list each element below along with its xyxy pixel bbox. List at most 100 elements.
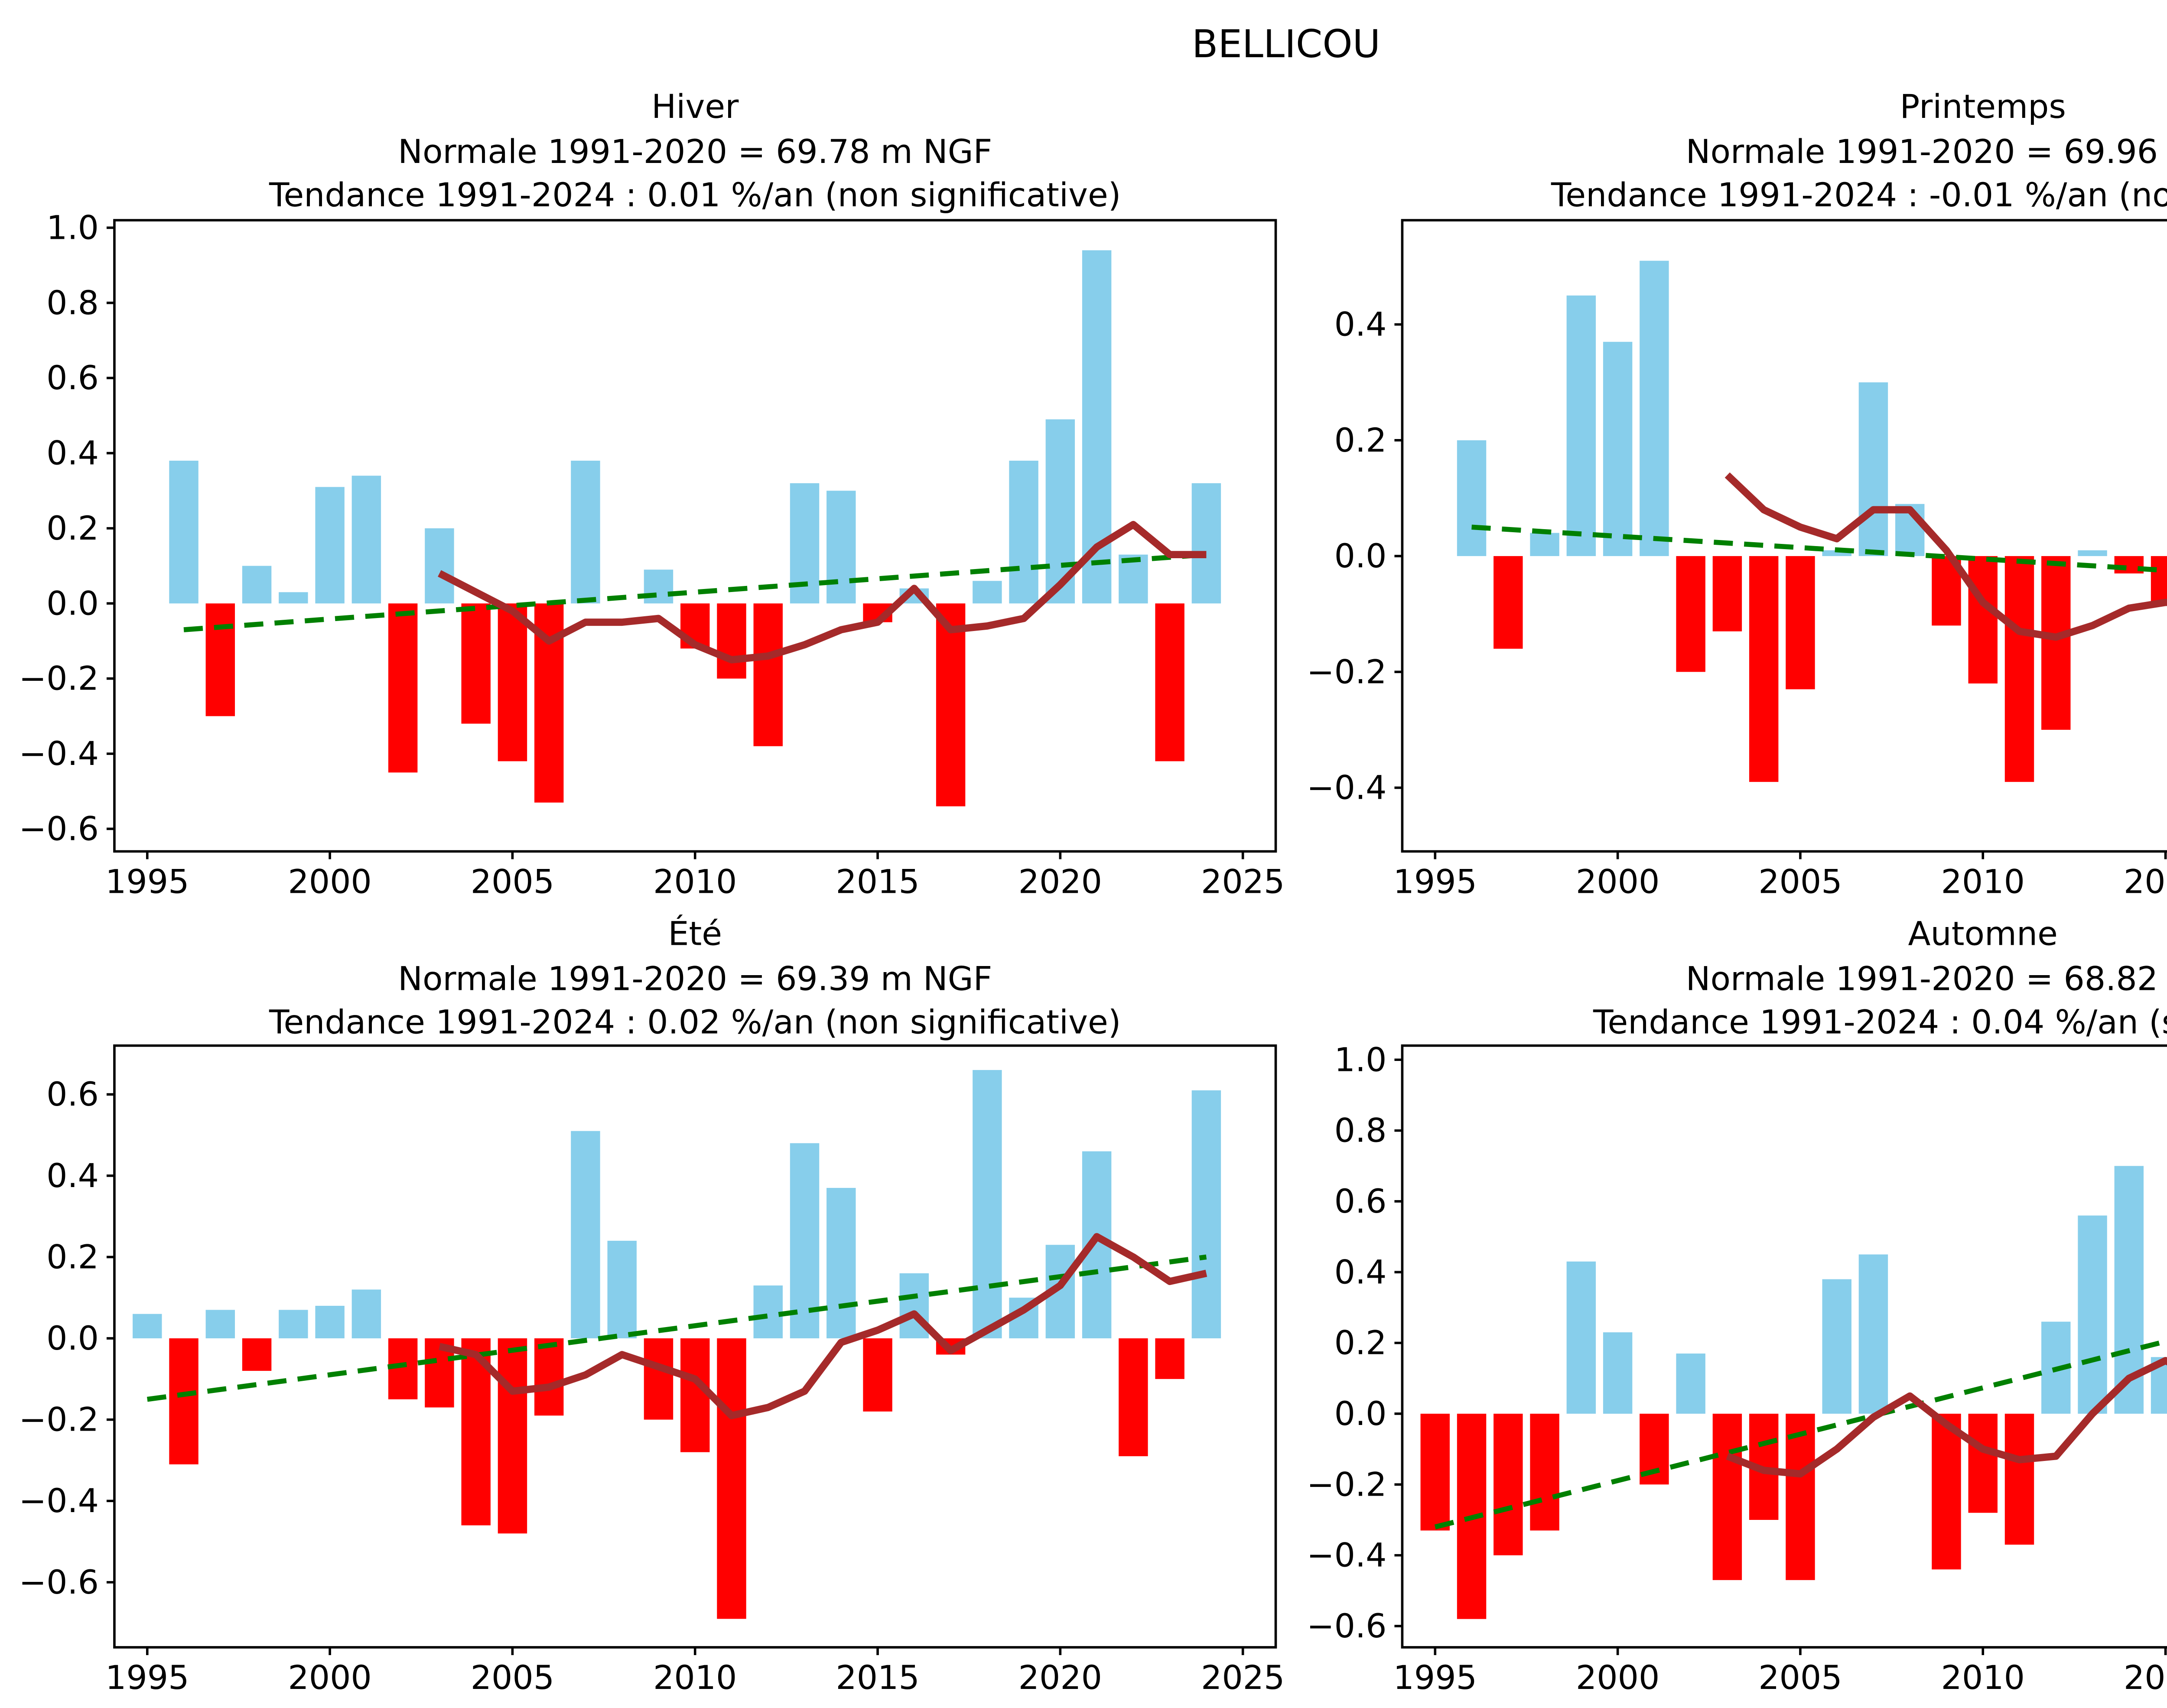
bar-2004 — [461, 603, 491, 724]
bar-2010 — [680, 1338, 710, 1452]
bar-1996 — [1457, 440, 1487, 556]
bar-2017 — [936, 603, 966, 807]
bar-2006 — [534, 1338, 564, 1416]
bar-2003 — [1712, 556, 1742, 631]
y-tick-label: −0.2 — [1307, 1465, 1387, 1503]
moving-average-line — [1726, 1357, 2167, 1478]
x-tick-label: 2000 — [288, 1658, 371, 1697]
panel-hiver-plot: 1995 2000 2005 2010 2015 2020 2025 1.0 0.8 0.6 0.4… — [19, 208, 1285, 901]
panel-ete-title-tendance: Tendance 1991-2024 : 0.02 %/an (non sign… — [269, 1003, 1121, 1041]
y-tick-label: −0.2 — [1307, 652, 1387, 691]
x-tick-label: 2015 — [836, 862, 919, 901]
bar-2012 — [753, 603, 783, 746]
y-tick-label: 0.4 — [46, 434, 99, 472]
y-tick-label: 0.0 — [46, 1319, 99, 1357]
bar-2008 — [607, 1240, 637, 1339]
bar-2011 — [2004, 1413, 2034, 1545]
x-tick-label: 2005 — [471, 1658, 554, 1697]
bar-2009 — [644, 1338, 674, 1420]
panel-hiver-title-normale: Normale 1991-2020 = 69.78 m NGF — [398, 132, 992, 171]
y-tick-label: −0.6 — [19, 1563, 99, 1601]
bar-2002 — [388, 603, 418, 773]
x-tick-label: 2005 — [1758, 1658, 1842, 1697]
bar-1999 — [1566, 1261, 1596, 1414]
bar-2000 — [1603, 342, 1633, 556]
panel-ete-plot: 1995 2000 2005 2010 2015 2020 2025 0.6 0.4 0.2 0.0… — [19, 1044, 1285, 1697]
bar-2013 — [2078, 550, 2107, 556]
panel-hiver-title-season: Hiver — [651, 87, 739, 126]
bar-2024 — [1191, 1090, 1221, 1339]
bar-2004 — [1749, 556, 1779, 782]
bar-2007 — [571, 1131, 600, 1339]
y-tick-label: −0.2 — [19, 1400, 99, 1439]
x-tick-label: 2015 — [836, 1658, 919, 1697]
bar-2011 — [2004, 556, 2034, 782]
x-tick-label: 2005 — [471, 862, 554, 901]
bar-2005 — [1786, 1413, 1815, 1580]
x-tick-label: 2000 — [1576, 1658, 1659, 1697]
panel-automne-title-tendance: Tendance 1991-2024 : 0.04 %/an (signific… — [1593, 1003, 2167, 1041]
bar-2001 — [1640, 260, 1669, 556]
bar-2000 — [315, 487, 345, 604]
bar-2010 — [1968, 1413, 1998, 1513]
bar-1997 — [205, 603, 235, 716]
bar-2000 — [1603, 1332, 1633, 1414]
trend-line — [147, 1254, 1207, 1402]
bar-2013 — [790, 1143, 820, 1339]
y-tick-label: −0.4 — [19, 1481, 99, 1520]
axes-frame — [1401, 219, 2167, 853]
x-tick-label: 2010 — [1941, 862, 2025, 901]
bar-2007 — [1858, 382, 1888, 556]
bar-2018 — [973, 581, 1002, 604]
bar-2011 — [717, 603, 746, 679]
bar-1998 — [1530, 1413, 1559, 1531]
bar-2009 — [1932, 1413, 1961, 1570]
figure-suptitle: BELLICOU — [1192, 22, 1380, 66]
moving-average-line — [1724, 472, 2167, 641]
y-tick-label: 0.4 — [1334, 1253, 1387, 1291]
panel-hiver-title-tendance: Tendance 1991-2024 : 0.01 %/an (non sign… — [269, 176, 1121, 214]
bar-2022 — [1119, 1338, 1148, 1457]
bar-1997 — [1493, 556, 1523, 649]
y-tick-label: 0.8 — [1334, 1111, 1387, 1150]
bar-2005 — [498, 1338, 527, 1534]
x-tick-label: 2005 — [1758, 862, 1842, 901]
y-tick-label: 0.4 — [1334, 305, 1387, 344]
bar-2018 — [973, 1070, 1002, 1339]
bar-2007 — [1858, 1254, 1888, 1414]
x-tick-label: 2025 — [1201, 862, 1285, 901]
bar-2002 — [1676, 556, 1705, 672]
bar-1999 — [279, 1310, 308, 1339]
panel-printemps-title-normale: Normale 1991-2020 = 69.96 m NGF — [1686, 132, 2167, 171]
bar-1997 — [205, 1310, 235, 1339]
y-tick-label: −0.6 — [19, 809, 99, 848]
bar-1995 — [133, 1314, 162, 1339]
bar-2003 — [1712, 1413, 1742, 1580]
bar-2001 — [351, 1289, 381, 1339]
y-tick-label: 0.4 — [46, 1156, 99, 1195]
panel-ete-title-normale: Normale 1991-2020 = 69.39 m NGF — [398, 960, 992, 998]
bar-2005 — [498, 603, 527, 761]
bar-2024 — [1191, 483, 1221, 604]
bar-2023 — [1155, 1338, 1184, 1379]
y-tick-label: 0.2 — [1334, 421, 1387, 459]
panel-printemps-title-season: Printemps — [1900, 87, 2066, 126]
x-tick-label: 2020 — [1018, 1658, 1102, 1697]
bar-1998 — [1530, 533, 1559, 556]
bar-1999 — [1566, 295, 1596, 556]
y-tick-label: 1.0 — [1334, 1040, 1387, 1079]
y-tick-label: 0.2 — [46, 509, 99, 547]
x-tick-label: 1995 — [1393, 862, 1477, 901]
bar-2010 — [1968, 556, 1998, 684]
bar-1997 — [1493, 1413, 1523, 1555]
bar-1998 — [242, 1338, 272, 1371]
x-tick-label: 2010 — [653, 862, 737, 901]
y-tick-label: 0.6 — [46, 1075, 99, 1113]
moving-average-line — [439, 1233, 1207, 1419]
bar-1998 — [242, 566, 272, 604]
y-tick-label: 0.0 — [46, 584, 99, 622]
bar-2019 — [1009, 460, 1038, 604]
y-tick-label: −0.6 — [1307, 1607, 1387, 1645]
